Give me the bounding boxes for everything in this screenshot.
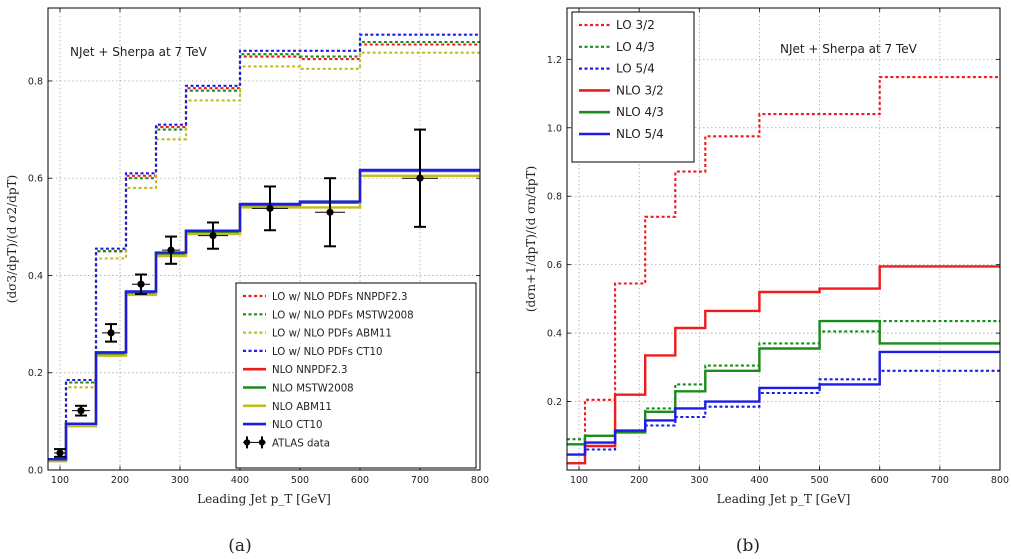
y-tick-label: 0.2 — [28, 368, 43, 379]
x-tick-label: 800 — [471, 475, 489, 486]
legend-label: LO w/ NLO PDFs MSTW2008 — [272, 310, 414, 321]
x-axis-label: Leading Jet p_T [GeV] — [197, 492, 331, 506]
data-point — [56, 449, 64, 457]
y-tick-label: 0.4 — [28, 271, 43, 282]
y-tick-label: 0.0 — [28, 466, 43, 477]
chart-panel-a: 100 200 300 400 500 600 700 800 0.0 0.2 0.4 0.6 0.8 L… — [5, 7, 489, 506]
legend-label: LO 3/2 — [616, 18, 655, 32]
x-tick-label: 800 — [991, 475, 1009, 486]
y-tick-label: 0.6 — [28, 174, 43, 185]
data-point — [266, 204, 274, 212]
y-axis-label: (dσ3/dpT)/(d σ2/dpT) — [5, 175, 19, 303]
legend-box — [571, 11, 695, 163]
plot-frame — [47, 7, 481, 471]
series-line — [48, 40, 480, 462]
panel-label-b: (b) — [736, 536, 760, 556]
data-point — [416, 174, 424, 182]
x-tick-label: 200 — [630, 475, 648, 486]
panel-label-a: (a) — [228, 536, 251, 556]
series-line — [567, 369, 1000, 465]
y-tick-label: 1.0 — [547, 123, 562, 134]
series-line — [567, 319, 1000, 446]
data-point — [209, 231, 217, 240]
series-line — [48, 51, 480, 462]
x-tick-label: 400 — [750, 475, 768, 486]
legend-swatch — [258, 439, 266, 446]
x-tick-label: 500 — [291, 475, 309, 486]
legend-label: NLO MSTW2008 — [272, 384, 354, 395]
x-tick-label: 500 — [811, 475, 829, 486]
legend-label: LO w/ NLO PDFs NNPDF2.3 — [272, 292, 407, 303]
legend-label: NLO CT10 — [272, 420, 323, 431]
plot-frame — [566, 7, 1001, 471]
series-line — [567, 320, 1000, 441]
x-tick-label: 300 — [171, 475, 189, 486]
x-tick-label: 700 — [411, 475, 429, 486]
y-axis-label: (dσn+1/dpT)/(d σn/dpT) — [524, 166, 538, 312]
series-line — [567, 350, 1000, 456]
series-line — [48, 33, 480, 462]
x-axis-label: Leading Jet p_T [GeV] — [717, 492, 851, 506]
x-tick-label: 100 — [51, 475, 69, 486]
data-point — [167, 246, 175, 254]
data-point — [77, 407, 85, 415]
legend-swatch — [243, 439, 251, 446]
x-tick-label: 100 — [570, 475, 588, 486]
y-tick-label: 0.8 — [547, 192, 562, 203]
x-tick-label: 600 — [871, 475, 889, 486]
series-line — [567, 265, 1000, 465]
chart-annotation: NJet + Sherpa at 7 TeV — [70, 45, 208, 59]
series-line — [48, 43, 480, 462]
legend-label: LO w/ NLO PDFs ABM11 — [272, 329, 392, 340]
y-tick-label: 0.6 — [547, 260, 562, 271]
data-point — [326, 208, 334, 216]
series-line — [567, 76, 1000, 465]
legend-box — [235, 282, 477, 469]
y-tick-label: 0.8 — [28, 76, 43, 87]
y-tick-label: 0.4 — [547, 329, 562, 340]
data-point — [137, 280, 145, 288]
legend-label: LO 5/4 — [616, 62, 655, 76]
x-tick-label: 300 — [690, 475, 708, 486]
y-tick-label: 0.2 — [547, 397, 562, 408]
legend-label: NLO NNPDF2.3 — [272, 365, 347, 376]
legend-label: NLO 5/4 — [616, 127, 664, 141]
chart-panel-b: 100 200 300 400 500 600 700 800 0.2 0.4 0.6 0.8 1.0 1… — [524, 7, 1009, 506]
legend-label: ATLAS data — [272, 438, 330, 449]
x-tick-label: 200 — [111, 475, 129, 486]
x-tick-label: 400 — [231, 475, 249, 486]
legend-label: NLO ABM11 — [272, 402, 332, 413]
y-tick-label: 1.2 — [547, 55, 562, 66]
data-point — [107, 329, 115, 337]
x-tick-label: 600 — [351, 475, 369, 486]
legend-label: NLO 4/3 — [616, 105, 664, 119]
legend-label: LO 4/3 — [616, 40, 655, 54]
x-tick-label: 700 — [931, 475, 949, 486]
legend-label: LO w/ NLO PDFs CT10 — [272, 347, 382, 358]
legend-label: NLO 3/2 — [616, 83, 664, 97]
chart-annotation: NJet + Sherpa at 7 TeV — [780, 42, 918, 56]
